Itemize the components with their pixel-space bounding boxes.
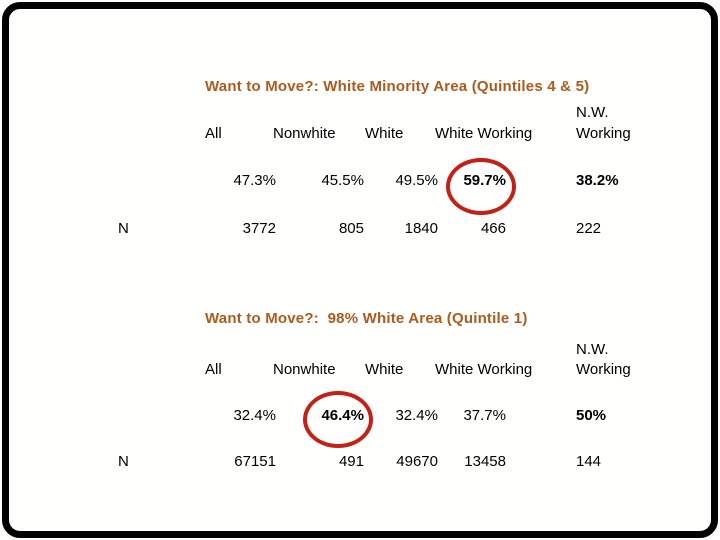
table2-n-white: 49670 — [396, 453, 438, 470]
table2-n-label: N — [118, 453, 129, 470]
table1-percent-white-working: 59.7% — [463, 172, 506, 189]
table1-percent-row: 47.3% 45.5% 49.5% 59.7% 38.2% — [0, 172, 720, 192]
table1-n-all: 3772 — [242, 220, 276, 237]
table2-percent-all: 32.4% — [233, 407, 276, 424]
table2-percent-nonwhite: 46.4% — [321, 407, 364, 424]
table1-n-white-working: 466 — [480, 220, 506, 237]
table1-percent-nw-working: 38.2% — [576, 172, 619, 189]
table1-n-label: N — [118, 220, 129, 237]
table2-header-white-working: White Working — [435, 361, 533, 378]
table2-header-line1: N.W. — [0, 341, 720, 361]
table2-header-nw-line2: Working — [576, 361, 631, 378]
table1-header-nw-line2: Working — [576, 125, 631, 142]
table1-header-nonwhite: Nonwhite — [273, 125, 336, 142]
table2-header-white: White — [365, 361, 404, 378]
table1-header-white: White — [365, 125, 404, 142]
table2-n-row: N 67151 491 49670 13458 144 — [0, 453, 720, 473]
table1-percent-all: 47.3% — [233, 172, 276, 189]
table1-n-nonwhite: 805 — [338, 220, 364, 237]
table2-n-white-working: 13458 — [464, 453, 506, 470]
table2-percent-nw-working: 50% — [576, 407, 607, 424]
table1-percent-white: 49.5% — [395, 172, 438, 189]
table1-header-white-working: White Working — [435, 125, 533, 142]
table2-header-row: All Nonwhite White White Working Working — [0, 361, 720, 381]
table2-header-all: All — [205, 361, 222, 378]
table2-header-nonwhite: Nonwhite — [273, 361, 336, 378]
table1-header-line1: N.W. — [0, 104, 720, 124]
table2-title: Want to Move?: 98% White Area (Quintile … — [205, 310, 528, 327]
table2-percent-white-working: 37.7% — [463, 407, 506, 424]
table1-title: Want to Move?: White Minority Area (Quin… — [205, 78, 590, 95]
table1-header-nw-line1: N.W. — [576, 104, 609, 121]
table1-n-row: N 3772 805 1840 466 222 — [0, 220, 720, 240]
table2-n-all: 67151 — [234, 453, 276, 470]
table2-n-nonwhite: 491 — [338, 453, 364, 470]
table1-n-nw-working: 222 — [576, 220, 602, 237]
table1-percent-nonwhite: 45.5% — [321, 172, 364, 189]
table2-percent-white: 32.4% — [395, 407, 438, 424]
table2-percent-row: 32.4% 46.4% 32.4% 37.7% 50% — [0, 407, 720, 427]
table1-n-white: 1840 — [404, 220, 438, 237]
table1-header-row: All Nonwhite White White Working Working — [0, 125, 720, 145]
table1-header-all: All — [205, 125, 222, 142]
table2-n-nw-working: 144 — [576, 453, 602, 470]
table2-header-nw-line1: N.W. — [576, 341, 609, 358]
